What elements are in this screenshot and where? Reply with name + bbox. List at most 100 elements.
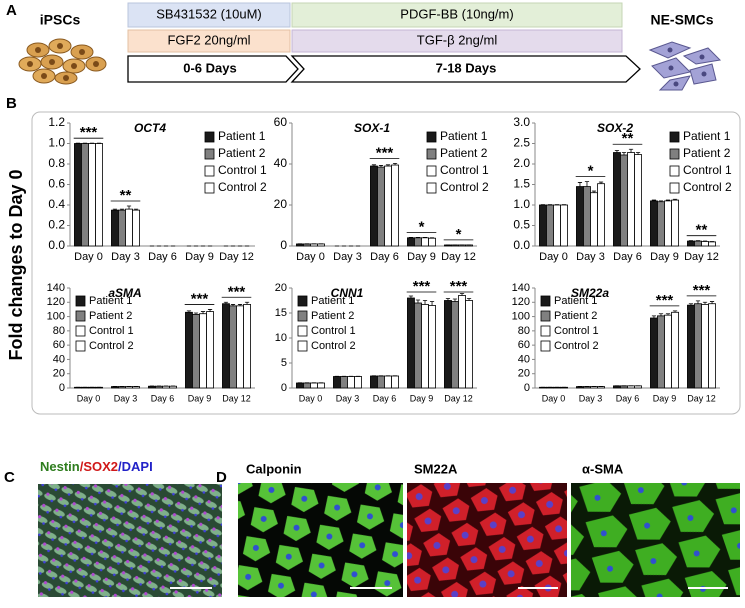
bar xyxy=(650,201,657,246)
bar xyxy=(81,144,88,247)
bar xyxy=(89,144,96,247)
phase: 7-18 Days xyxy=(436,60,497,75)
significance: *** xyxy=(191,290,209,307)
bar xyxy=(355,377,362,389)
y-tick-label: 120 xyxy=(47,296,65,308)
bar xyxy=(702,304,709,388)
bar xyxy=(74,144,81,247)
bar xyxy=(620,155,627,246)
y-tick-label: 0.2 xyxy=(48,218,65,232)
treatment: FGF2 20ng/ml xyxy=(167,32,250,47)
y-tick-label: 0 xyxy=(281,382,287,394)
y-tick-label: 0 xyxy=(59,382,65,394)
y-tick-label: 0 xyxy=(524,382,530,394)
y-tick-label: 0.4 xyxy=(48,197,65,211)
y-tick-label: 3.0 xyxy=(513,115,530,129)
stain: /DAPI xyxy=(118,459,153,474)
bar xyxy=(628,153,635,246)
error-bar xyxy=(696,301,700,304)
legend-label: Control 1 xyxy=(89,325,134,337)
bar xyxy=(407,298,414,388)
bar xyxy=(694,304,701,388)
bar xyxy=(392,165,399,246)
significance: *** xyxy=(413,278,431,295)
bar xyxy=(163,386,170,388)
stain: /SOX2 xyxy=(80,459,118,474)
start-label: iPSCs xyxy=(40,12,81,28)
x-tick-label: Day 9 xyxy=(188,393,212,403)
bar xyxy=(192,314,199,388)
x-tick-label: Day 0 xyxy=(296,251,325,263)
panel-label: D xyxy=(216,469,227,486)
bar xyxy=(672,312,679,388)
error-bar xyxy=(423,301,427,305)
x-tick-label: Day 3 xyxy=(114,393,138,403)
legend-swatch xyxy=(541,326,550,336)
image-title: Calponin xyxy=(246,461,302,476)
bar xyxy=(185,312,192,388)
legend-label: Patient 2 xyxy=(683,146,731,160)
y-tick-label: 2.0 xyxy=(513,156,530,170)
x-tick-label: Day 9 xyxy=(410,393,434,403)
x-tick-label: Day 6 xyxy=(616,393,640,403)
y-tick-label: 0.8 xyxy=(48,156,65,170)
x-tick-label: Day 0 xyxy=(299,393,323,403)
bar xyxy=(546,205,553,246)
y-tick-label: 5 xyxy=(281,357,287,369)
legend-label: Patient 1 xyxy=(311,295,354,307)
legend-label: Control 2 xyxy=(554,340,599,352)
legend-label: Control 1 xyxy=(311,325,356,337)
x-tick-label: Day 3 xyxy=(333,251,362,263)
y-tick-label: 2.5 xyxy=(513,136,530,150)
panel-label: B xyxy=(6,95,17,112)
significance: *** xyxy=(80,124,98,141)
treatment: SB431532 (10uM) xyxy=(156,6,262,21)
y-tick-label: 20 xyxy=(274,197,288,211)
treatment: TGF-β 2ng/ml xyxy=(417,32,498,47)
x-tick-label: Day 12 xyxy=(684,251,719,263)
legend-swatch xyxy=(298,296,307,306)
bar xyxy=(554,205,561,246)
bar xyxy=(429,306,436,389)
ipsc-cells xyxy=(19,39,106,84)
bar xyxy=(370,166,377,246)
bar xyxy=(591,193,598,246)
y-tick-label: 1.0 xyxy=(513,197,530,211)
legend-label: Patient 2 xyxy=(218,146,266,160)
stain-title: Nestin/SOX2/DAPI xyxy=(40,459,153,474)
legend-swatch xyxy=(205,183,214,193)
legend-swatch xyxy=(427,183,436,193)
significance: * xyxy=(419,218,425,235)
bar xyxy=(340,377,347,389)
bar xyxy=(429,238,436,246)
bar xyxy=(444,301,451,389)
smc-cells xyxy=(650,42,720,90)
bar xyxy=(650,318,657,388)
y-axis-title: Fold changes to Day 0 xyxy=(6,169,26,360)
significance: ** xyxy=(120,187,132,204)
bar xyxy=(422,238,429,246)
error-bar xyxy=(629,149,633,152)
significance: ** xyxy=(696,222,708,239)
y-tick-label: 1.0 xyxy=(48,136,65,150)
bar xyxy=(126,209,133,246)
micrograph xyxy=(407,483,567,597)
legend-swatch xyxy=(670,149,679,159)
bar xyxy=(702,241,709,246)
significance: * xyxy=(456,226,462,243)
x-tick-label: Day 12 xyxy=(444,393,473,403)
bar xyxy=(620,386,627,388)
bar xyxy=(561,205,568,246)
error-bar xyxy=(578,182,582,186)
x-tick-label: Day 3 xyxy=(111,251,140,263)
panel-label: C xyxy=(4,469,15,486)
x-tick-label: Day 3 xyxy=(336,393,360,403)
bar xyxy=(377,376,384,388)
bar xyxy=(635,155,642,246)
x-tick-label: Day 12 xyxy=(222,393,251,403)
legend-label: Control 1 xyxy=(554,325,599,337)
bar xyxy=(318,383,325,388)
bar xyxy=(687,305,694,388)
bar xyxy=(657,316,664,388)
